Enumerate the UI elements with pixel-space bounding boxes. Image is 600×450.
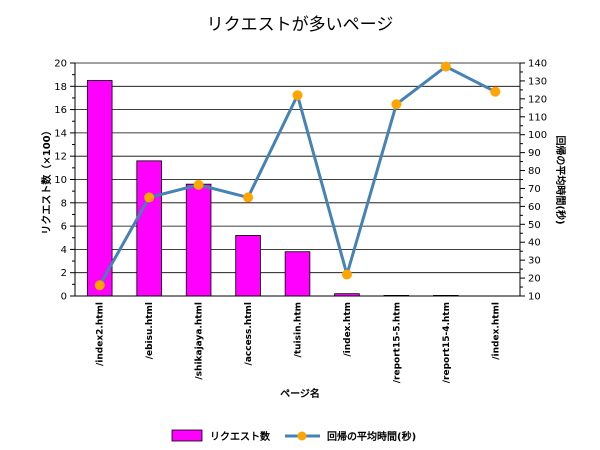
category-label: /tuisin.htm xyxy=(294,302,304,357)
legend-label-line: 回帰の平均時間(秒) xyxy=(327,430,416,443)
series-point xyxy=(440,61,451,72)
right-tick-label: 120 xyxy=(528,94,547,105)
series-point xyxy=(193,179,204,190)
series-point xyxy=(243,192,254,203)
left-tick-label: 8 xyxy=(61,198,67,209)
category-label: /ebisu.html xyxy=(145,302,155,359)
category-labels: /index2.html/ebisu.html/shikajaya.html/a… xyxy=(96,302,502,383)
tick-labels: 0 2 4 6 8 10 12 14 16 18 20 10 20 30 40 50 60 70 80 90 100 11… xyxy=(54,59,547,303)
left-tick-label: 0 xyxy=(61,292,67,303)
left-tick-label: 14 xyxy=(54,128,67,139)
legend: リクエスト数 回帰の平均時間(秒) xyxy=(171,429,416,443)
right-tick-label: 90 xyxy=(528,148,541,159)
series-point xyxy=(490,86,501,97)
bar xyxy=(185,183,212,297)
category-label: /report15-5.htm xyxy=(392,302,402,383)
category-label: /index.htm xyxy=(343,302,353,357)
legend-swatch-marker xyxy=(297,431,307,441)
bar xyxy=(136,160,162,297)
right-tick-label: 20 xyxy=(528,274,541,285)
category-label: /index2.html xyxy=(96,302,106,366)
right-tick-label: 110 xyxy=(528,112,547,123)
bar-series xyxy=(86,80,459,297)
right-tick-label: 80 xyxy=(528,166,541,177)
left-tick-label: 18 xyxy=(54,82,67,93)
left-tick-label: 12 xyxy=(54,152,67,163)
series-point xyxy=(94,280,105,291)
right-tick-label: 140 xyxy=(528,59,547,70)
category-label: /index.html xyxy=(491,302,501,360)
bar xyxy=(86,80,113,297)
right-tick-label: 60 xyxy=(528,202,541,213)
bar xyxy=(284,251,311,297)
x-axis-label: ページ名 xyxy=(280,387,320,400)
left-tick-label: 16 xyxy=(54,105,67,116)
left-tick-label: 2 xyxy=(61,268,67,279)
category-label: /report15-4.htm xyxy=(442,302,452,383)
category-label: /shikajaya.html xyxy=(195,302,205,380)
right-tick-label: 40 xyxy=(528,238,541,249)
chart-title: リクエストが多いページ xyxy=(207,15,394,35)
series-point xyxy=(391,99,402,110)
right-tick-label: 100 xyxy=(528,130,547,141)
legend-label-bar: リクエスト数 xyxy=(210,430,271,443)
left-tick-label: 10 xyxy=(54,175,67,186)
left-tick-label: 6 xyxy=(61,222,67,233)
left-tick-label: 4 xyxy=(61,245,67,256)
right-tick-label: 50 xyxy=(528,220,541,231)
right-tick-label: 70 xyxy=(528,184,541,195)
left-tick-label: 20 xyxy=(54,59,67,70)
y-axis-label-right: 回帰の平均時間(秒) xyxy=(554,135,567,224)
right-tick-label: 130 xyxy=(528,76,547,87)
right-tick-label: 30 xyxy=(528,256,541,267)
legend-swatch-bar xyxy=(171,429,203,442)
bar xyxy=(235,235,261,297)
series-point xyxy=(292,90,303,101)
series-point xyxy=(144,192,155,203)
category-label: /access.html xyxy=(244,302,254,365)
right-tick-label: 10 xyxy=(528,292,541,303)
series-point xyxy=(341,269,352,280)
line-series xyxy=(94,61,501,291)
y-axis-label-left: リクエスト数（×100） xyxy=(40,125,53,234)
